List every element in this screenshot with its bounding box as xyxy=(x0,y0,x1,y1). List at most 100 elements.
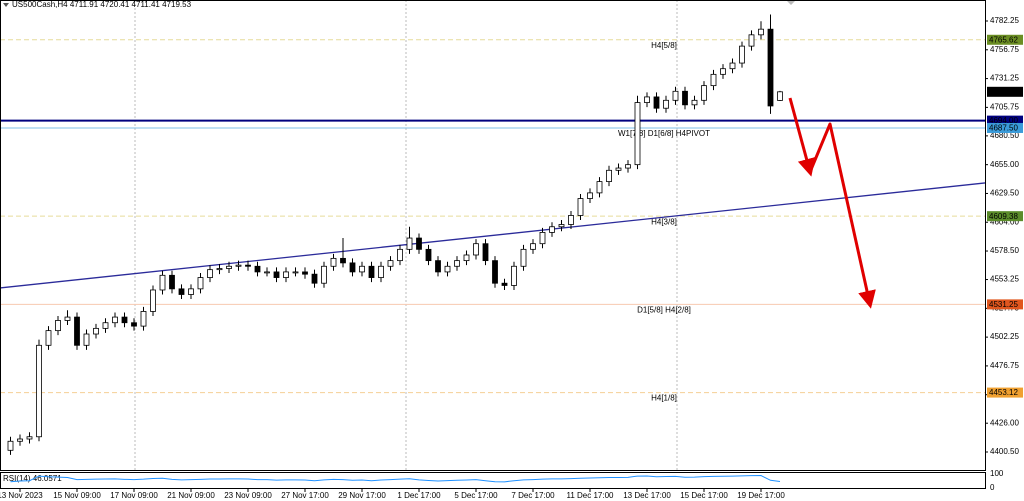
level-label: 4765.62 xyxy=(989,35,1018,44)
candle-body xyxy=(425,248,432,262)
candle-body xyxy=(729,62,736,70)
candle-body xyxy=(748,34,755,47)
candle-body xyxy=(273,271,280,278)
candle-body xyxy=(558,224,565,228)
level-label: 4609.38 xyxy=(989,212,1018,221)
x-tick-label: 21 Nov 09:00 xyxy=(167,491,215,500)
candle-body xyxy=(245,264,251,267)
level-annotation: W1[7/8] D1[6/8] H4PIVOT xyxy=(618,129,710,138)
price-axis: 4782.25 4756.75 4731.25 4705.75 4680.50 4655.… xyxy=(985,16,1019,456)
x-tick-label: 23 Nov 09:00 xyxy=(224,491,272,500)
candle-body xyxy=(577,198,584,216)
x-tick-label: 27 Nov 17:00 xyxy=(281,491,329,500)
y-tick-label: 4655.00 xyxy=(990,160,1019,169)
x-tick-label: 11 Dec 17:00 xyxy=(567,491,615,500)
candle-body xyxy=(112,316,118,324)
candle-body xyxy=(359,265,365,273)
candle-body xyxy=(397,248,403,262)
candle-body xyxy=(758,28,764,36)
candle-body xyxy=(568,215,574,225)
level-annotation: H4[5/8] xyxy=(651,41,677,50)
trendline xyxy=(0,182,986,289)
candle-body xyxy=(26,436,33,440)
candle-body xyxy=(663,99,669,109)
x-tick-label: 19 Dec 17:00 xyxy=(737,491,785,500)
candle-body xyxy=(653,96,660,109)
candle-body xyxy=(520,248,527,267)
level-label: 4719.53 xyxy=(989,87,1018,96)
x-tick-label: 17 Nov 09:00 xyxy=(110,491,158,500)
level-annotation: H4[1/8] xyxy=(651,394,677,403)
candle-body xyxy=(292,271,299,274)
candle-body xyxy=(121,316,128,324)
x-tick-label: 15 Dec 17:00 xyxy=(680,491,728,500)
candle-body xyxy=(720,68,726,75)
y-tick-label: 4426.00 xyxy=(990,418,1019,427)
x-tick-label: 13 Nov 2023 xyxy=(0,491,43,500)
candle-body xyxy=(501,282,508,286)
rsi-tick-label: 0 xyxy=(990,483,995,492)
candle-body xyxy=(587,192,593,199)
y-tick-label: 4782.25 xyxy=(990,16,1019,25)
candle-body xyxy=(435,260,441,273)
y-tick-label: 4578.50 xyxy=(990,246,1019,255)
symbol: US500Cash,H4 xyxy=(12,0,68,9)
level-label: 4453.12 xyxy=(989,388,1018,397)
candle-body xyxy=(530,243,536,250)
candle-body xyxy=(710,73,717,87)
forecast-arrow xyxy=(788,97,816,177)
candle-body xyxy=(283,271,289,278)
menu-icon xyxy=(3,3,9,7)
rsi-title: RSI(14) 46.0571 xyxy=(3,474,62,483)
candle-body xyxy=(36,344,42,438)
header-open: 4711.91 xyxy=(70,0,99,9)
candle-body xyxy=(140,311,147,327)
candle-body xyxy=(463,254,470,262)
y-tick-label: 4553.25 xyxy=(990,275,1019,284)
candle-body xyxy=(17,438,23,442)
candle-body xyxy=(672,90,679,101)
level-label-bg xyxy=(987,211,1023,222)
rsi-border xyxy=(0,472,986,489)
candle-body xyxy=(368,265,375,278)
candle-body xyxy=(606,169,612,182)
level-label: 4694.00 xyxy=(989,116,1018,125)
candle-body xyxy=(216,268,223,271)
y-tick-label: 4705.75 xyxy=(990,102,1019,111)
candle-body xyxy=(340,257,346,264)
candle-body xyxy=(406,237,413,250)
level-label-bg xyxy=(987,122,1023,133)
candle-body xyxy=(691,99,698,106)
level-label-bg xyxy=(987,34,1023,45)
candle-body xyxy=(264,271,270,274)
x-tick-label: 29 Nov 17:00 xyxy=(338,491,386,500)
candle-body xyxy=(169,274,175,290)
candle-body xyxy=(311,273,318,284)
scroll-marker xyxy=(786,0,796,5)
y-tick-label: 4604.00 xyxy=(990,217,1019,226)
header-high: 4720.41 xyxy=(100,0,129,9)
candle-body xyxy=(349,262,356,273)
y-tick-label: 4502.25 xyxy=(990,332,1019,341)
level-label: 4687.50 xyxy=(989,124,1018,133)
candle-body xyxy=(235,264,242,267)
candle-body xyxy=(549,226,555,233)
candle-body xyxy=(150,289,156,312)
candle-body xyxy=(682,90,688,106)
level-label-bg xyxy=(987,115,1023,126)
level-annotation: D1[5/8] H4[2/8] xyxy=(637,305,691,314)
candle-body xyxy=(159,274,166,291)
candle-body xyxy=(178,288,185,295)
level-label-bg xyxy=(987,86,1023,97)
candle-body xyxy=(473,243,479,256)
y-tick-label: 4680.50 xyxy=(990,131,1019,140)
candle-body xyxy=(378,265,384,278)
candle-body xyxy=(777,91,783,101)
rsi-line xyxy=(10,475,781,483)
candle-body xyxy=(615,167,622,171)
rsi-panel: RSI(14) 46.0571 100 0 xyxy=(3,469,1004,492)
candle-body xyxy=(454,260,460,267)
candle-body xyxy=(188,288,194,295)
